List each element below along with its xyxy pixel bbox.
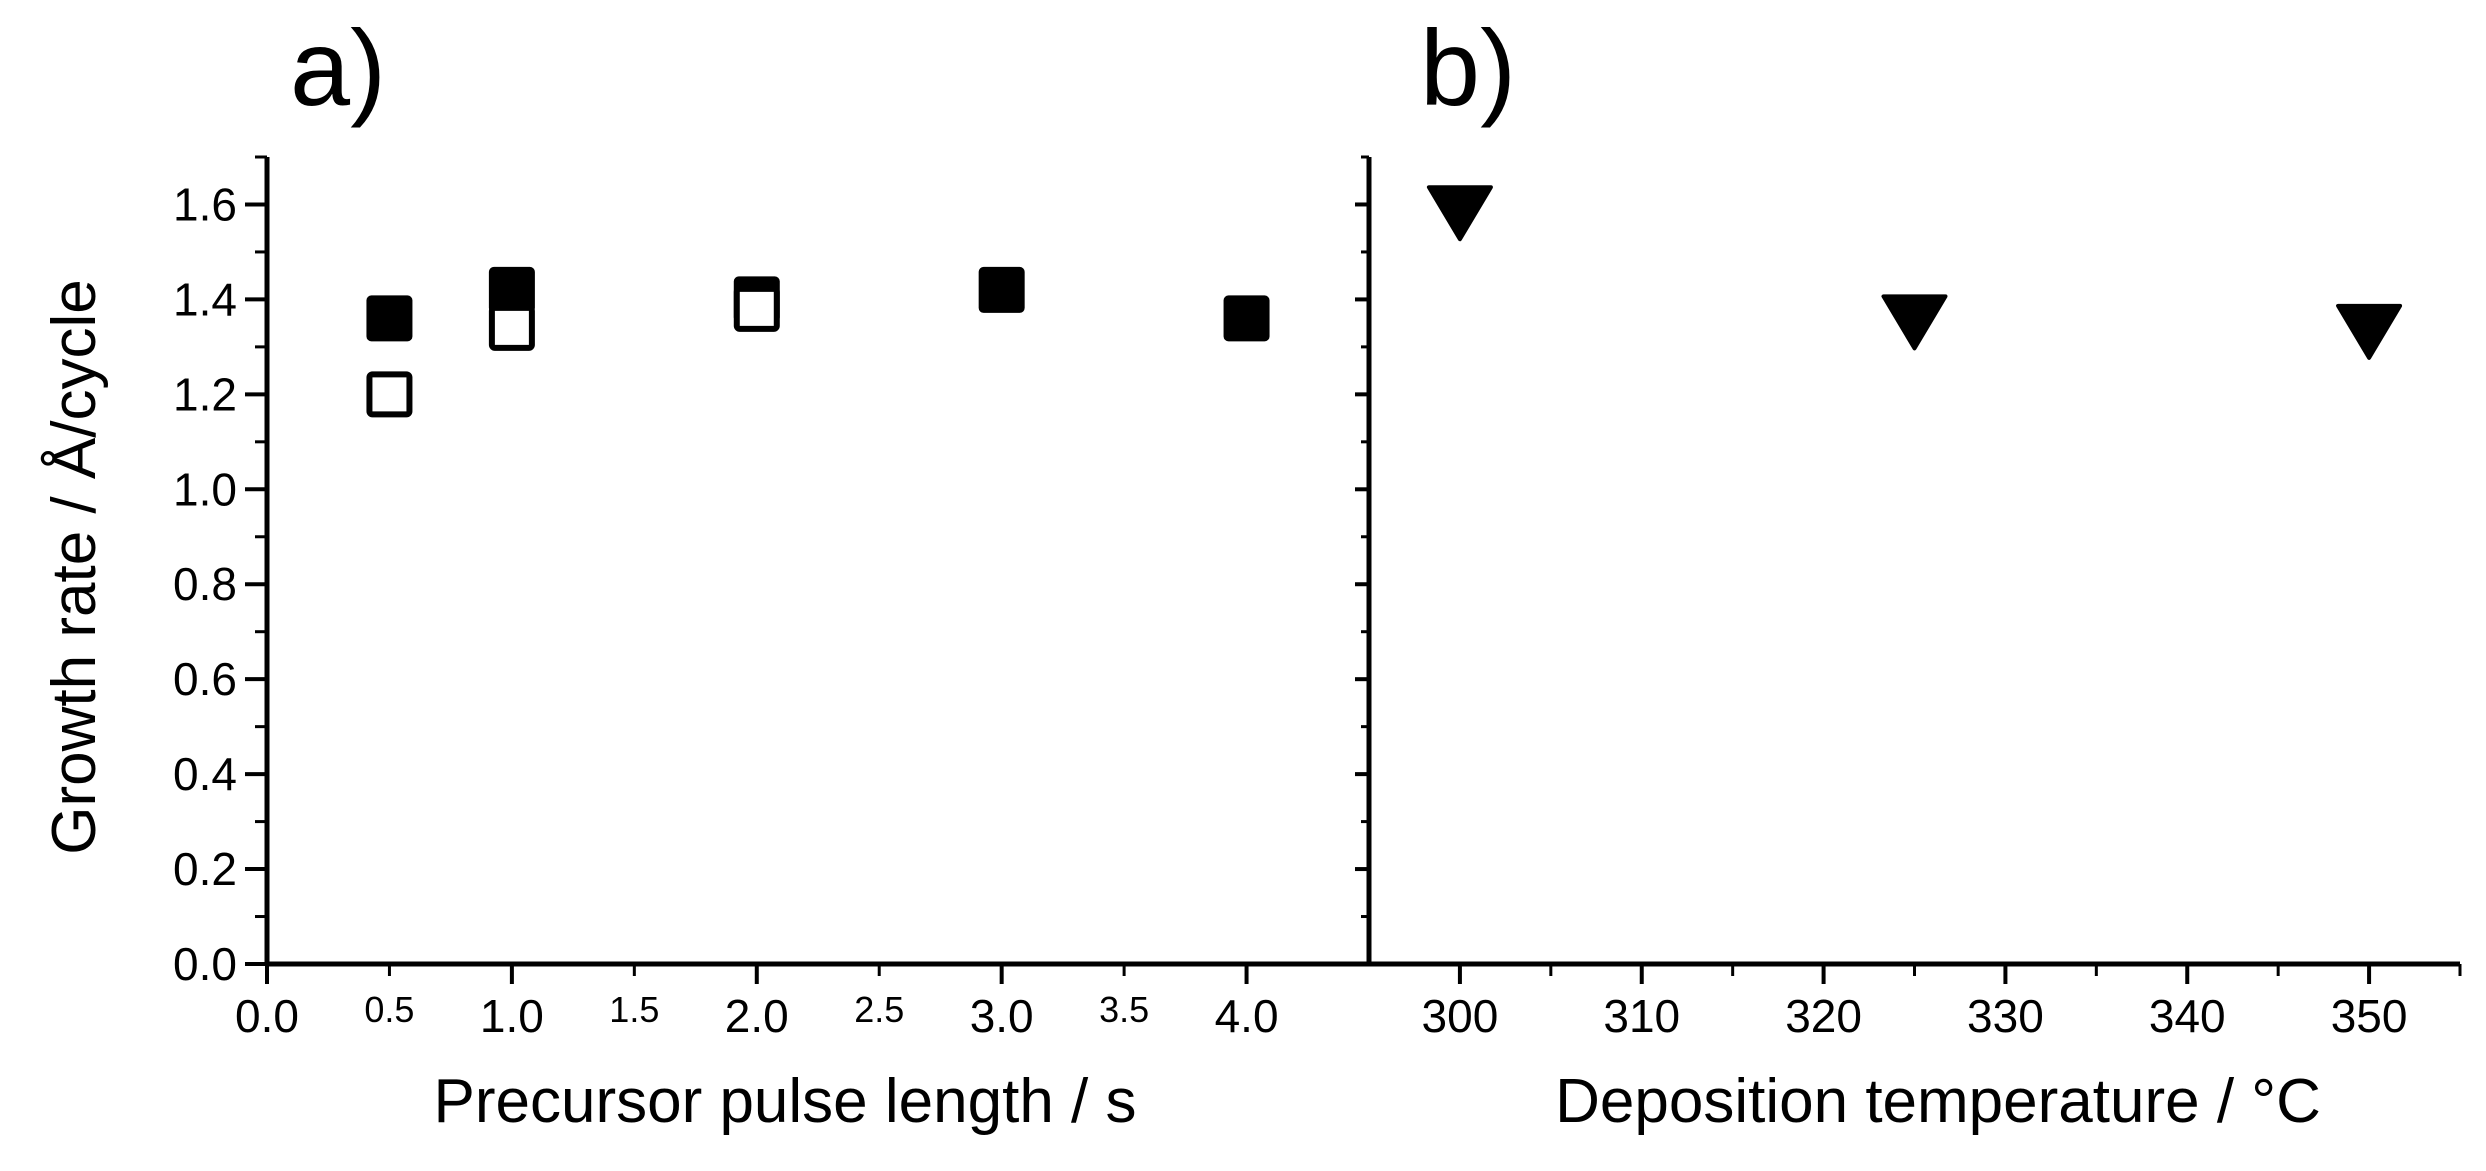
x-axis-title-b: Deposition temperature / °C bbox=[1555, 1067, 2321, 1136]
x-tick-label-b: 330 bbox=[1967, 990, 2044, 1042]
data-point-triangle-down bbox=[2336, 303, 2403, 360]
data-point-filled-square bbox=[488, 266, 535, 313]
y-tick-label: 1.2 bbox=[173, 368, 237, 420]
y-tick-label: 1.0 bbox=[173, 463, 237, 515]
y-tick-label: 0.6 bbox=[173, 653, 237, 705]
data-point-filled-square bbox=[1223, 295, 1270, 342]
data-point-open-square bbox=[733, 285, 780, 332]
x-tick-label-a: 0.0 bbox=[235, 990, 299, 1042]
x-tick-label-b: 340 bbox=[2149, 990, 2226, 1042]
x-tick-label-a: 4.0 bbox=[1215, 990, 1279, 1042]
tick-labels-layer: 0.0 0.2 0.4 0.6 0.8 1.0 1.2 1.4 1.6 0.0 1.0 2.0 3.0 4… bbox=[173, 178, 2407, 1042]
data-point-triangle-down bbox=[1881, 294, 1948, 351]
x-tick-label-b: 350 bbox=[2331, 990, 2408, 1042]
y-tick-label: 0.4 bbox=[173, 748, 237, 800]
data-point-open-square bbox=[366, 371, 413, 418]
y-tick-label: 0.2 bbox=[173, 843, 237, 895]
x-axis-title-a: Precursor pulse length / s bbox=[433, 1067, 1136, 1136]
x-tick-label-a: 3.0 bbox=[970, 990, 1034, 1042]
y-tick-label: 0.0 bbox=[173, 938, 237, 990]
x-tick-label-b: 320 bbox=[1785, 990, 1862, 1042]
x-tick-label-minor-a: 2.5 bbox=[854, 989, 904, 1030]
y-tick-label: 1.6 bbox=[173, 178, 237, 230]
x-tick-label-minor-a: 0.5 bbox=[364, 989, 414, 1030]
axis-lines bbox=[264, 157, 2460, 967]
data-point-open-square bbox=[488, 304, 535, 351]
panel-label-a: a) bbox=[290, 7, 386, 128]
data-point-filled-square bbox=[366, 295, 413, 342]
data-point-triangle-down bbox=[1426, 185, 1493, 242]
x-tick-label-b: 300 bbox=[1422, 990, 1499, 1042]
x-tick-label-minor-a: 3.5 bbox=[1099, 989, 1149, 1030]
y-tick-label: 1.4 bbox=[173, 273, 237, 325]
x-tick-label-b: 310 bbox=[1603, 990, 1680, 1042]
y-tick-label: 0.8 bbox=[173, 558, 237, 610]
y-axis-title: Growth rate / Å/cycle bbox=[40, 279, 109, 854]
ticks-layer bbox=[245, 155, 2462, 984]
data-points-layer bbox=[366, 185, 2403, 418]
x-tick-label-minor-a: 1.5 bbox=[609, 989, 659, 1030]
x-tick-label-a: 1.0 bbox=[480, 990, 544, 1042]
data-point-filled-square bbox=[978, 266, 1025, 313]
panel-label-b: b) bbox=[1420, 7, 1516, 128]
x-tick-label-a: 2.0 bbox=[725, 990, 789, 1042]
